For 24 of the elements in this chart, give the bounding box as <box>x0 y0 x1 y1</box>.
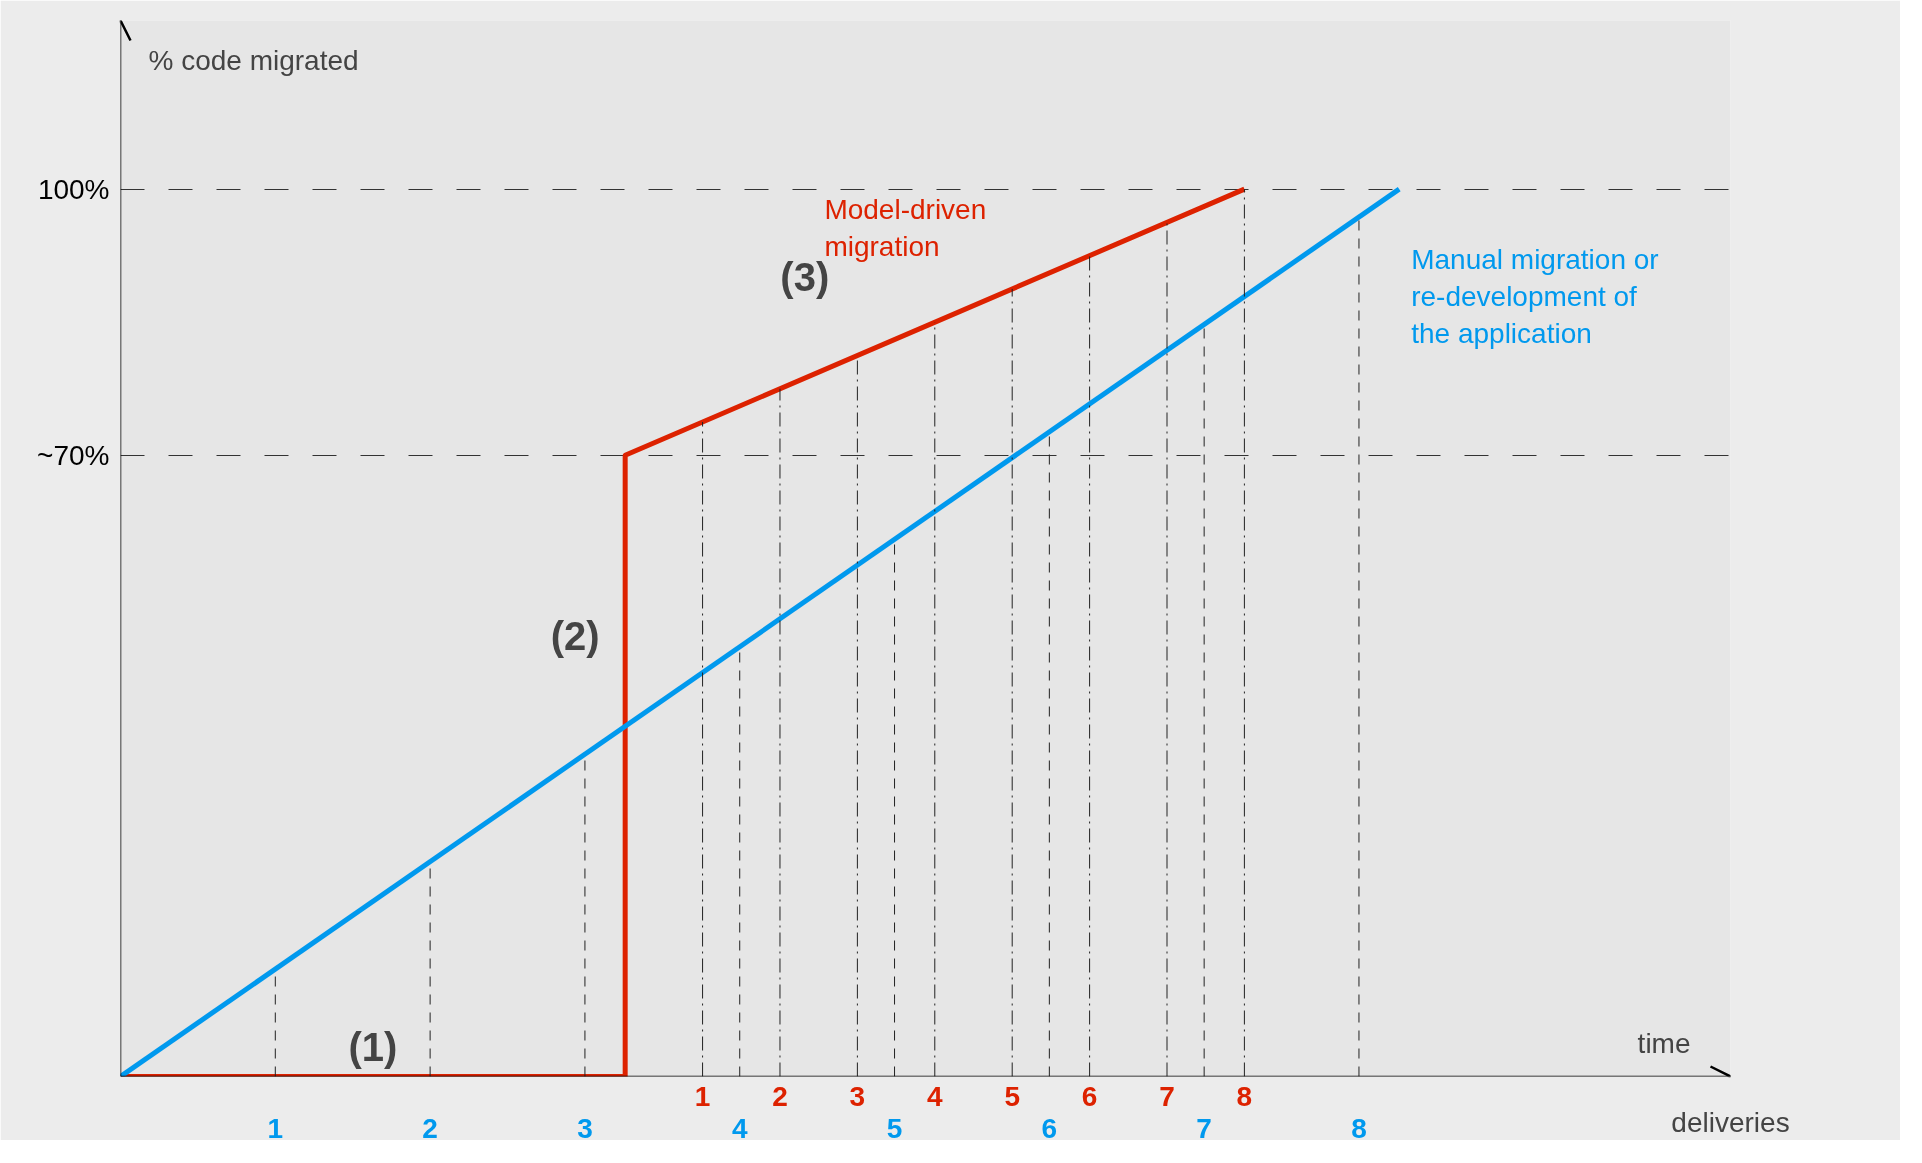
x2-tick-label: 2 <box>772 1080 788 1112</box>
x-tick-label: 4 <box>731 1112 748 1144</box>
annotation: time <box>1637 1027 1691 1059</box>
annotation: (1) <box>348 1024 398 1069</box>
annotation: (2) <box>550 613 600 658</box>
x-axis-title: deliveries <box>1671 1106 1790 1138</box>
x-tick-label: 3 <box>577 1112 593 1144</box>
x2-tick-label: 8 <box>1236 1080 1253 1112</box>
x-tick-label: 5 <box>886 1112 903 1144</box>
x-tick-label: 8 <box>1351 1112 1367 1144</box>
y-tick-label: ~70% <box>37 439 110 471</box>
x2-tick-label: 3 <box>849 1080 866 1112</box>
x2-tick-label: 5 <box>1004 1080 1020 1112</box>
x2-tick-label: 4 <box>927 1080 943 1112</box>
y-tick-label: 100% <box>37 173 110 205</box>
x2-tick-label: 6 <box>1081 1080 1098 1112</box>
x-tick-label: 2 <box>422 1112 438 1144</box>
x-tick-label: 1 <box>267 1112 284 1144</box>
x-tick-label: 6 <box>1041 1112 1058 1144</box>
y-axis-title: % code migrated <box>148 45 359 76</box>
x-tick-label: 7 <box>1196 1112 1212 1144</box>
x2-tick-label: 7 <box>1159 1080 1175 1112</box>
series-label: Manual migration or re-development of the application <box>1411 244 1659 350</box>
x2-tick-label: 1 <box>694 1080 711 1112</box>
